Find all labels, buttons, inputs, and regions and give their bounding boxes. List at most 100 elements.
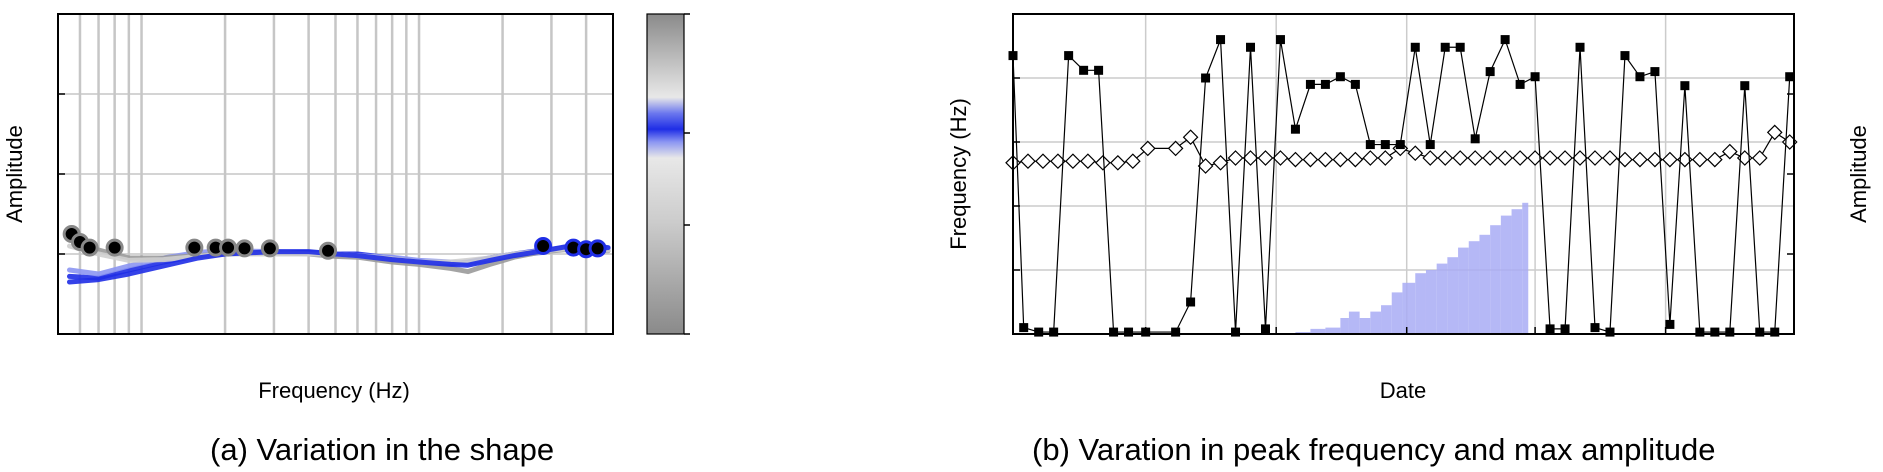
chart-b-frequency-marker	[1470, 134, 1480, 144]
chart-b-frequency-line	[1012, 37, 1791, 333]
chart-b-amplitude-marker	[1407, 145, 1424, 162]
chart-a-peaks	[62, 225, 607, 260]
chart-b-ylabel-right: Amplitude	[1846, 125, 1871, 223]
chart-b-frequency-marker	[1049, 327, 1059, 337]
chart-b-amplitude-marker	[1139, 140, 1156, 157]
chart-b-bar	[1511, 209, 1523, 334]
chart-b-frequency-marker	[1290, 124, 1300, 134]
chart-b-bar	[1310, 328, 1326, 334]
chart-b-bar	[1468, 241, 1480, 334]
chart-a-peak-marker	[319, 241, 338, 260]
chart-b-frequency-marker	[1500, 35, 1510, 45]
chart-a-xlabel: Frequency (Hz)	[258, 378, 410, 403]
chart-a-peak-marker	[260, 239, 279, 258]
chart-b-amplitude-marker	[1467, 150, 1484, 166]
chart-b-frequency-marker	[1710, 327, 1720, 337]
chart-b-frequency-marker	[1231, 327, 1241, 337]
chart-b-frequency-marker	[1305, 79, 1315, 89]
chart-a-colorbar	[646, 13, 685, 335]
chart-b-frequency-marker	[1560, 324, 1570, 334]
chart-b-amplitude-marker	[1721, 143, 1738, 160]
chart-b-frequency-marker	[1425, 140, 1435, 150]
chart-a-peak-marker	[588, 239, 607, 258]
chart-b-frequency-marker	[1695, 327, 1705, 337]
chart-b-y-ticks-right	[1787, 13, 1794, 335]
chart-b-frequency-marker	[1395, 140, 1405, 150]
chart-b-amplitude-marker	[1302, 151, 1319, 168]
chart-b-frequency-marker	[1620, 51, 1630, 61]
chart-b-frequency-marker	[1680, 81, 1690, 91]
chart-b-bar	[1425, 270, 1437, 334]
chart-b-bar	[1402, 282, 1416, 334]
chart-b-amplitude-marker	[1182, 129, 1199, 146]
chart-b-amplitude-marker	[1317, 151, 1334, 168]
chart-a-peak-marker	[105, 238, 124, 257]
chart-b-bar	[1415, 273, 1426, 334]
chart-b-amplitude-marker	[1065, 153, 1081, 170]
chart-a-ylabel: Amplitude	[2, 125, 27, 223]
chart-b-amplitude-marker	[1197, 158, 1214, 174]
chart-b-bar	[1500, 215, 1512, 334]
chart-b-bar	[1359, 318, 1371, 334]
chart-b-amplitude-marker	[1587, 150, 1603, 166]
chart-b-amplitude-marker	[1572, 150, 1588, 166]
chart-b-amplitude-marker	[1557, 150, 1573, 166]
chart-b-frequency-marker	[1275, 35, 1285, 45]
chart-b-amplitude-marker	[1080, 153, 1096, 170]
chart-b-frequency-marker	[1635, 72, 1645, 82]
chart-b-frequency-marker	[1019, 323, 1029, 333]
chart-b-frequency-marker	[1216, 35, 1226, 45]
chart-b-frequency-marker	[1665, 319, 1675, 329]
chart-b-amplitude-marker	[1512, 150, 1528, 166]
chart-b-frequency-marker	[1350, 79, 1360, 89]
chart-b-bar	[1348, 311, 1360, 334]
chart-b-amplitude-marker	[1377, 150, 1394, 166]
chart-a-peak-marker	[80, 238, 99, 257]
chart-b-amplitude-marker	[1751, 150, 1768, 166]
chart-b-frequency-marker	[1530, 72, 1540, 82]
chart-b-bar	[1340, 318, 1349, 334]
chart-b-frequency-marker	[1515, 79, 1525, 89]
chart-b-amplitude-marker	[1497, 150, 1513, 166]
chart-b-amplitude-marker	[1662, 151, 1678, 168]
chart-b-frequency-marker	[1246, 42, 1256, 52]
chart-b-frequency-marker	[1605, 327, 1615, 337]
chart-b-bar	[1479, 234, 1491, 334]
chart-b-bar	[1381, 305, 1392, 334]
chart-b-frequency-marker	[1410, 42, 1420, 52]
chart-b-amplitude-marker	[1422, 150, 1439, 166]
chart-b-bar	[1447, 257, 1459, 334]
chart-a-peak-marker	[235, 239, 254, 258]
chart-b-x-ticks	[1012, 327, 1667, 334]
chart-a: Frequency (Hz) Amplitude	[2, 13, 690, 403]
chart-b-bar	[1325, 327, 1341, 334]
chart-b-frequency-marker	[1725, 327, 1735, 337]
chart-b-frequency-marker	[1380, 140, 1390, 150]
chart-a-colorbar-labels	[684, 13, 690, 335]
chart-b-bar	[1391, 292, 1403, 334]
chart-b-amplitude-marker	[1602, 150, 1618, 166]
chart-b-frequency-marker	[1109, 327, 1119, 337]
chart-b-frequency-marker	[1260, 324, 1270, 334]
chart-b-amplitude-marker	[1332, 151, 1349, 168]
chart-b-amplitude-marker	[1109, 154, 1126, 171]
chart-b-frequency-marker	[1590, 323, 1600, 333]
chart-b-xlabel: Date	[1380, 378, 1426, 403]
chart-b-amplitude-marker	[1362, 150, 1379, 166]
chart-b-amplitude-marker	[1692, 151, 1708, 168]
chart-b-frequency-marker	[1755, 327, 1765, 337]
chart-b-ylabel: Frequency (Hz)	[946, 98, 971, 250]
chart-b-frequency-series	[1008, 35, 1795, 337]
chart-b-amplitude-marker	[1272, 150, 1289, 166]
chart-b-frequency-marker	[1545, 324, 1555, 334]
chart-b-amplitude-marker	[1242, 150, 1259, 166]
chart-b-frequency-marker	[1124, 327, 1134, 337]
chart-b-bar	[1458, 247, 1469, 334]
chart-a-peak-marker	[185, 238, 204, 257]
chart-b-bar	[1490, 225, 1501, 334]
chart-a-peak-marker	[534, 237, 553, 255]
chart-a-peak-marker	[219, 238, 238, 257]
chart-b-amplitude-marker	[1482, 150, 1499, 166]
chart-b-frequency-marker	[1079, 65, 1089, 75]
